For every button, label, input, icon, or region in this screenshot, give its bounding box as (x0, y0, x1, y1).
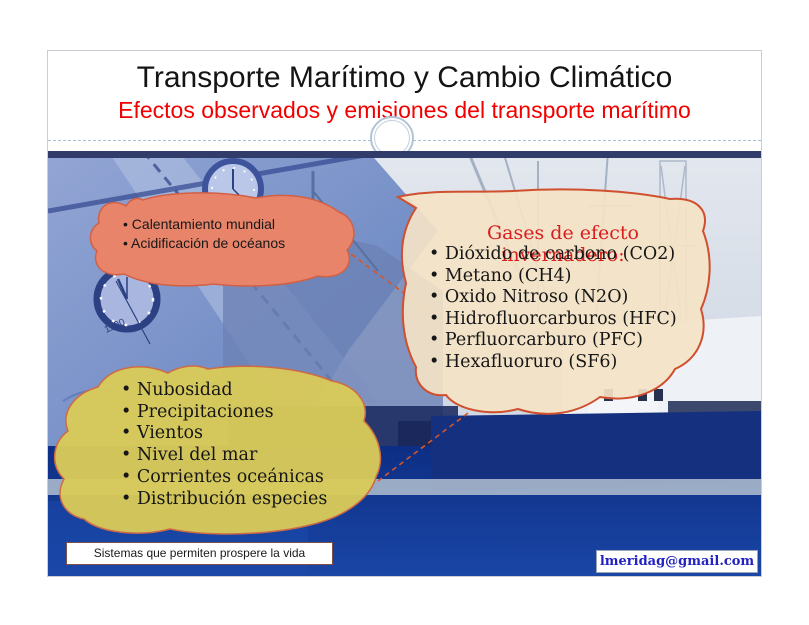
climate-item: • Precipitaciones (121, 401, 274, 422)
climate-item: • Distribución especies (121, 488, 328, 509)
title-area: Transporte Marítimo y Cambio Climático E… (48, 51, 761, 124)
effects-item: • Calentamiento mundial (123, 216, 275, 232)
climate-item: • Corrientes oceánicas (121, 466, 324, 487)
gases-item: • Metano (CH4) (429, 265, 572, 286)
gases-item: • Oxido Nitroso (N2O) (429, 287, 629, 308)
gases-item: • Hexafluoruro (SF6) (429, 351, 618, 372)
effects-callout-text: • Calentamiento mundial • Acidificación … (123, 215, 285, 253)
gases-callout-title: Gases de efecto invernadero: (487, 222, 639, 266)
email-label: lmeridag@gmail.com (596, 550, 758, 573)
climate-callout-blob (54, 365, 382, 535)
climate-item: • Nubosidad (121, 380, 233, 400)
gases-item: • Perfluorcarburo (PFC) (429, 330, 643, 351)
gases-item: • Dióxido de carbono (CO2) (429, 244, 676, 264)
ship-photo-svg: 1100 (48, 151, 761, 576)
slide-subtitle: Efectos observados y emisiones del trans… (118, 97, 691, 123)
photo-top-band (48, 151, 761, 158)
effects-callout-blob (89, 192, 355, 287)
slide-title: Transporte Marítimo y Cambio Climático (136, 61, 673, 94)
ship-hull (431, 411, 761, 491)
gases-item: • Hidrofluorcarburos (HFC) (429, 308, 677, 329)
climate-callout-list: • Nubosidad • Precipitaciones • Vientos … (121, 380, 327, 510)
ship-photo-area: 1100 (48, 151, 761, 576)
climate-item: • Nivel del mar (121, 445, 258, 466)
slide-canvas: Transporte Marítimo y Cambio Climático E… (47, 50, 762, 577)
gases-callout-blob (395, 188, 711, 415)
climate-item: • Vientos (121, 423, 203, 444)
effects-item: • Acidificación de océanos (123, 235, 286, 251)
connector-gases-climate (377, 412, 469, 482)
gases-callout-list: • Dióxido de carbono (CO2) • Metano (CH4… (429, 244, 677, 374)
caption-box: Sistemas que permiten prospere la vida (66, 542, 333, 565)
